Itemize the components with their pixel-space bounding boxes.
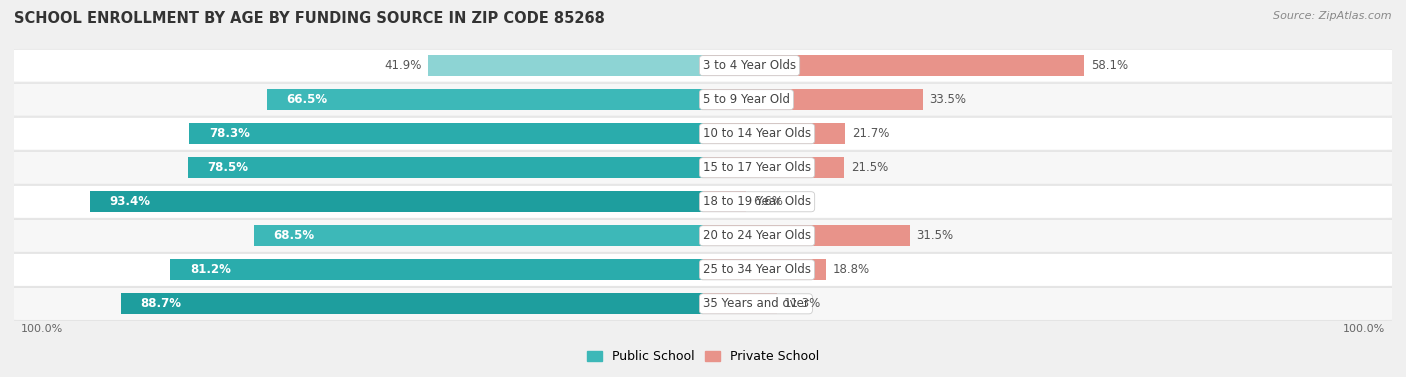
Bar (121, 293, 703, 314)
FancyBboxPatch shape (7, 185, 1399, 218)
Text: 20 to 24 Year Olds: 20 to 24 Year Olds (703, 229, 811, 242)
FancyBboxPatch shape (7, 118, 1399, 150)
Text: 41.9%: 41.9% (384, 59, 422, 72)
Text: Source: ZipAtlas.com: Source: ZipAtlas.com (1274, 11, 1392, 21)
Bar (703, 225, 910, 246)
Text: 31.5%: 31.5% (917, 229, 953, 242)
Text: SCHOOL ENROLLMENT BY AGE BY FUNDING SOURCE IN ZIP CODE 85268: SCHOOL ENROLLMENT BY AGE BY FUNDING SOUR… (14, 11, 605, 26)
FancyBboxPatch shape (7, 219, 1399, 253)
FancyBboxPatch shape (7, 84, 1399, 116)
Bar (188, 157, 703, 178)
Text: 78.5%: 78.5% (208, 161, 249, 174)
Bar (267, 89, 703, 110)
Bar (703, 55, 1084, 76)
FancyBboxPatch shape (7, 253, 1399, 287)
Text: 11.3%: 11.3% (783, 297, 821, 310)
Bar (703, 259, 827, 280)
Bar (703, 191, 747, 212)
Bar (190, 123, 703, 144)
FancyBboxPatch shape (7, 49, 1399, 82)
Bar (427, 55, 703, 76)
Text: 88.7%: 88.7% (141, 297, 181, 310)
Text: 93.4%: 93.4% (110, 195, 150, 208)
Text: 58.1%: 58.1% (1091, 59, 1128, 72)
Bar (253, 225, 703, 246)
Text: 6.6%: 6.6% (752, 195, 783, 208)
Bar (703, 89, 922, 110)
FancyBboxPatch shape (7, 152, 1399, 184)
Text: 81.2%: 81.2% (190, 263, 231, 276)
Bar (703, 157, 844, 178)
FancyBboxPatch shape (7, 288, 1399, 320)
FancyBboxPatch shape (7, 83, 1399, 116)
Text: 100.0%: 100.0% (1343, 323, 1385, 334)
Bar (170, 259, 703, 280)
Bar (703, 123, 845, 144)
Text: 25 to 34 Year Olds: 25 to 34 Year Olds (703, 263, 811, 276)
Text: 18.8%: 18.8% (832, 263, 870, 276)
Text: 21.5%: 21.5% (851, 161, 887, 174)
Text: 21.7%: 21.7% (852, 127, 890, 140)
Text: 100.0%: 100.0% (21, 323, 63, 334)
Text: 35 Years and over: 35 Years and over (703, 297, 808, 310)
Bar (90, 191, 703, 212)
Text: 33.5%: 33.5% (929, 93, 966, 106)
FancyBboxPatch shape (7, 185, 1399, 218)
FancyBboxPatch shape (7, 151, 1399, 184)
FancyBboxPatch shape (7, 254, 1399, 286)
Text: 10 to 14 Year Olds: 10 to 14 Year Olds (703, 127, 811, 140)
Text: 15 to 17 Year Olds: 15 to 17 Year Olds (703, 161, 811, 174)
FancyBboxPatch shape (7, 219, 1399, 252)
Text: 68.5%: 68.5% (273, 229, 315, 242)
Text: 66.5%: 66.5% (287, 93, 328, 106)
Legend: Public School, Private School: Public School, Private School (582, 345, 824, 368)
Text: 3 to 4 Year Olds: 3 to 4 Year Olds (703, 59, 796, 72)
FancyBboxPatch shape (7, 117, 1399, 150)
FancyBboxPatch shape (7, 287, 1399, 320)
Bar (703, 293, 778, 314)
Text: 78.3%: 78.3% (209, 127, 250, 140)
Text: 5 to 9 Year Old: 5 to 9 Year Old (703, 93, 790, 106)
FancyBboxPatch shape (7, 49, 1399, 82)
Text: 18 to 19 Year Olds: 18 to 19 Year Olds (703, 195, 811, 208)
